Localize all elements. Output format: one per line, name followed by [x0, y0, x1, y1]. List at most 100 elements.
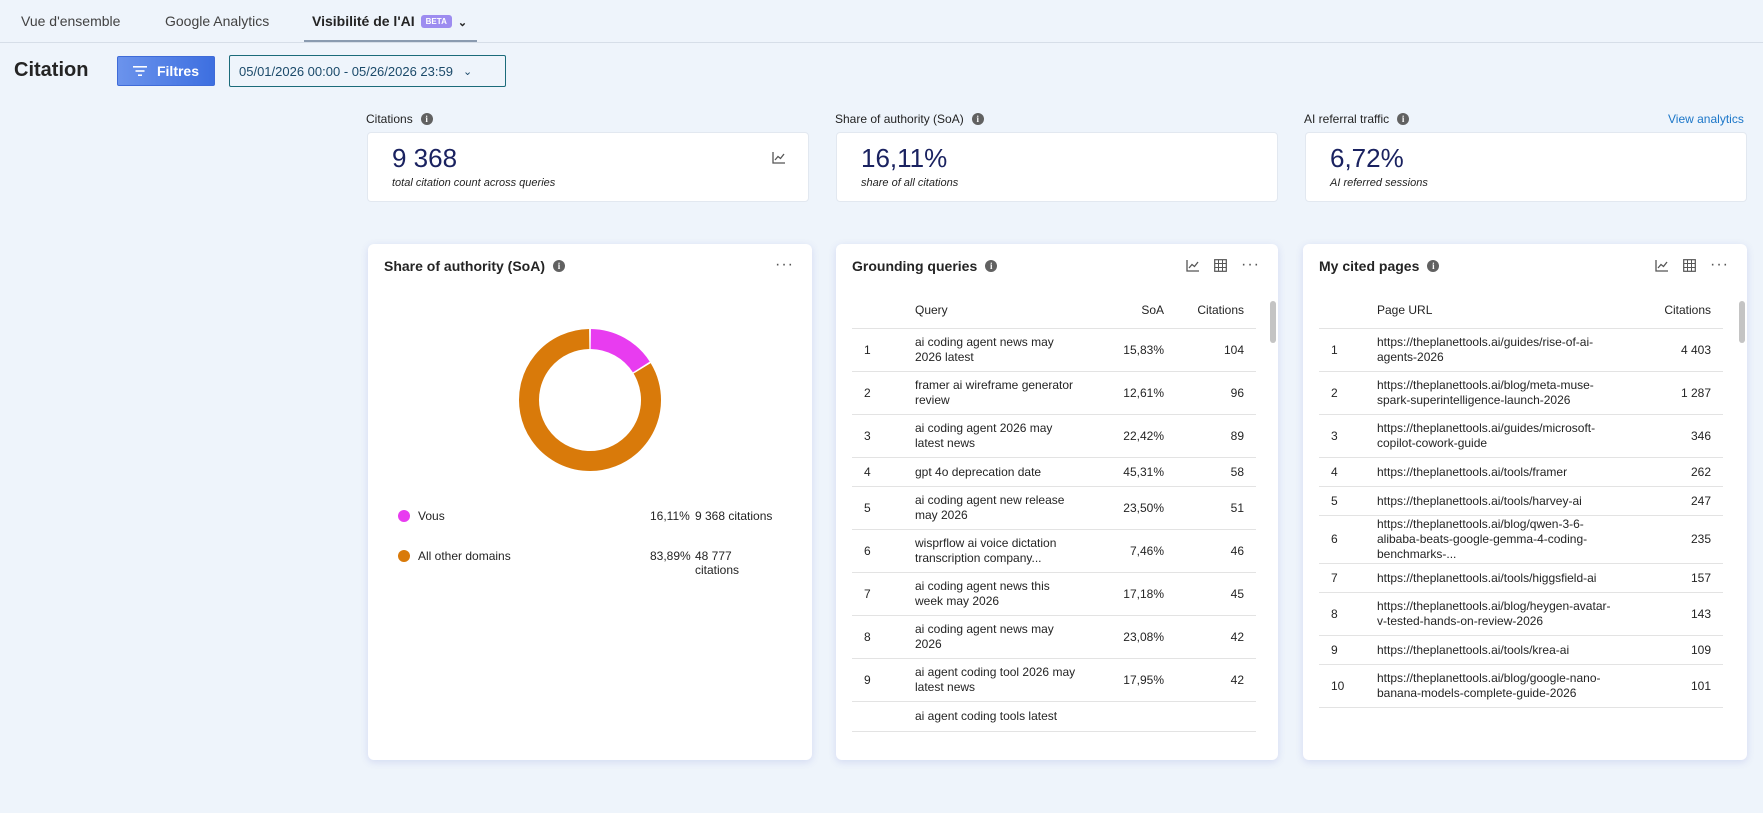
chevron-down-icon[interactable]: ⌄: [457, 17, 468, 29]
table-row[interactable]: 6 wisprflow ai voice dictation transcript…: [852, 529, 1256, 573]
table-view-icon[interactable]: [1683, 258, 1696, 272]
page-url-link[interactable]: https://theplanettools.ai/guides/rise-of…: [1376, 328, 1630, 372]
filters-button[interactable]: Filtres: [117, 56, 215, 86]
table-row[interactable]: 10 https://theplanettools.ai/blog/google-…: [1319, 664, 1723, 708]
table-row[interactable]: 9 https://theplanettools.ai/tools/krea-ai…: [1319, 635, 1723, 665]
column-header-page-url[interactable]: Page URL: [1376, 292, 1630, 329]
column-header-soa[interactable]: SoA: [1093, 292, 1165, 329]
trend-chart-icon[interactable]: [772, 151, 786, 164]
citations-value: 4 403: [1630, 328, 1723, 372]
table-header-row: Query SoA Citations: [852, 292, 1256, 329]
more-options-icon[interactable]: ···: [775, 256, 794, 273]
table-row[interactable]: 9 ai agent coding tool 2026 may latest ne…: [852, 658, 1256, 702]
kpi-card-soa: 16,11% share of all citations: [836, 132, 1278, 202]
kpi-subtitle: AI referred sessions: [1330, 177, 1428, 189]
info-icon[interactable]: i: [553, 260, 566, 272]
query-text: ai agent coding tool 2026 may latest new…: [914, 658, 1093, 702]
row-index: 5: [852, 486, 914, 530]
citations-value: 104: [1165, 328, 1256, 372]
legend-citations: 9 368 citations: [695, 509, 773, 523]
trend-chart-icon[interactable]: [1655, 259, 1669, 272]
kpi-label-referral: AI referral traffic i: [1304, 112, 1410, 126]
info-icon[interactable]: i: [971, 113, 984, 125]
info-icon[interactable]: i: [1427, 260, 1440, 272]
tab-label: Visibilité de l'AI: [312, 13, 415, 29]
kpi-subtitle: total citation count across queries: [392, 177, 556, 189]
column-header-citations[interactable]: Citations: [1165, 292, 1256, 329]
date-range-value: 05/01/2026 00:00 - 05/26/2026 23:59: [239, 63, 453, 79]
table-row[interactable]: 8 ai coding agent news may 2026 23,08% 42: [852, 615, 1256, 659]
citations-value: [1165, 701, 1256, 732]
citations-value: 58: [1165, 457, 1256, 487]
query-text: ai coding agent news this week may 2026: [914, 572, 1093, 616]
table-row[interactable]: 8 https://theplanettools.ai/blog/heygen-a…: [1319, 592, 1723, 636]
cited-pages-table: Page URL Citations 1 https://theplanettoo…: [1319, 292, 1723, 708]
table-row[interactable]: 1 ai coding agent news may 2026 latest 15,…: [852, 328, 1256, 372]
page-url-link[interactable]: https://theplanettools.ai/tools/krea-ai: [1376, 635, 1630, 665]
legend-percent: 16,11%: [650, 509, 690, 523]
scrollbar-thumb[interactable]: [1270, 301, 1276, 343]
grounding-queries-table: Query SoA Citations 1 ai coding agent new…: [852, 292, 1256, 732]
citations-value: 89: [1165, 414, 1256, 458]
tab-google-analytics[interactable]: Google Analytics: [165, 13, 269, 29]
table-row[interactable]: 4 https://theplanettools.ai/tools/framer 2…: [1319, 457, 1723, 487]
table-row[interactable]: 7 https://theplanettools.ai/tools/higgsfi…: [1319, 563, 1723, 593]
column-header-citations[interactable]: Citations: [1630, 292, 1723, 329]
table-row[interactable]: 5 https://theplanettools.ai/tools/harvey-…: [1319, 486, 1723, 516]
tab-ai-visibility[interactable]: Visibilité de l'AI BETA ⌄: [312, 13, 467, 29]
table-row[interactable]: 7 ai coding agent news this week may 2026…: [852, 572, 1256, 616]
page-url-link[interactable]: https://theplanettools.ai/blog/meta-muse…: [1376, 371, 1630, 415]
table-row[interactable]: 2 https://theplanettools.ai/blog/meta-mus…: [1319, 371, 1723, 415]
scrollbar-thumb[interactable]: [1739, 301, 1745, 343]
column-header-query[interactable]: Query: [914, 292, 1093, 329]
more-options-icon[interactable]: ···: [1241, 256, 1260, 273]
panel-title-text: Grounding queries: [852, 258, 978, 274]
info-icon[interactable]: i: [1397, 113, 1410, 125]
date-range-picker[interactable]: 05/01/2026 00:00 - 05/26/2026 23:59 ⌄: [229, 55, 506, 87]
row-index: 2: [1319, 371, 1376, 415]
tab-overview[interactable]: Vue d'ensemble: [21, 13, 120, 29]
row-index: 1: [852, 328, 914, 372]
info-icon[interactable]: i: [985, 260, 998, 272]
table-row[interactable]: 6 https://theplanettools.ai/blog/qwen-3-6…: [1319, 515, 1723, 564]
beta-badge: BETA: [420, 15, 452, 28]
donut-slice-other-domains[interactable]: [519, 329, 661, 471]
soa-value: 45,31%: [1093, 457, 1165, 487]
page-url-link[interactable]: https://theplanettools.ai/blog/heygen-av…: [1376, 592, 1630, 636]
panel-title-text: My cited pages: [1319, 258, 1420, 274]
legend-color-dot: [398, 550, 410, 562]
table-row[interactable]: 5 ai coding agent new release may 2026 23,…: [852, 486, 1256, 530]
row-index: 7: [1319, 563, 1376, 593]
active-tab-indicator: [304, 40, 477, 42]
donut-slice-vous[interactable]: [590, 329, 650, 373]
page-url-link[interactable]: https://theplanettools.ai/tools/higgsfie…: [1376, 563, 1630, 593]
table-view-icon[interactable]: [1214, 258, 1227, 272]
table-row[interactable]: 3 https://theplanettools.ai/guides/micros…: [1319, 414, 1723, 458]
soa-value: 12,61%: [1093, 371, 1165, 415]
citations-value: 235: [1630, 515, 1723, 564]
table-row[interactable]: 1 https://theplanettools.ai/guides/rise-o…: [1319, 328, 1723, 372]
table-row[interactable]: 3 ai coding agent 2026 may latest news 22,…: [852, 414, 1256, 458]
row-index: 10: [1319, 664, 1376, 708]
soa-value: 17,18%: [1093, 572, 1165, 616]
kpi-value: 16,11%: [861, 143, 948, 173]
citations-value: 157: [1630, 563, 1723, 593]
info-icon[interactable]: i: [420, 113, 433, 125]
kpi-value: 9 368: [392, 143, 458, 173]
page-url-link[interactable]: https://theplanettools.ai/blog/google-na…: [1376, 664, 1630, 708]
grounding-queries-panel: Grounding queries i ··· Query SoA Citatio…: [836, 244, 1278, 760]
citations-value: 42: [1165, 615, 1256, 659]
view-analytics-link[interactable]: View analytics: [1668, 112, 1744, 126]
chevron-down-icon: ⌄: [462, 65, 473, 78]
more-options-icon[interactable]: ···: [1710, 256, 1729, 273]
trend-chart-icon[interactable]: [1186, 259, 1200, 272]
table-row[interactable]: 4 gpt 4o deprecation date 45,31% 58: [852, 457, 1256, 487]
page-url-link[interactable]: https://theplanettools.ai/tools/framer: [1376, 457, 1630, 487]
table-row[interactable]: ai agent coding tools latest: [852, 701, 1256, 732]
table-row[interactable]: 2 framer ai wireframe generator review 12,…: [852, 371, 1256, 415]
page-url-link[interactable]: https://theplanettools.ai/tools/harvey-a…: [1376, 486, 1630, 516]
query-text: ai coding agent new release may 2026: [914, 486, 1093, 530]
page-url-link[interactable]: https://theplanettools.ai/guides/microso…: [1376, 414, 1630, 458]
page-url-link[interactable]: https://theplanettools.ai/blog/qwen-3-6-…: [1376, 515, 1630, 564]
tab-label: Google Analytics: [165, 13, 270, 29]
